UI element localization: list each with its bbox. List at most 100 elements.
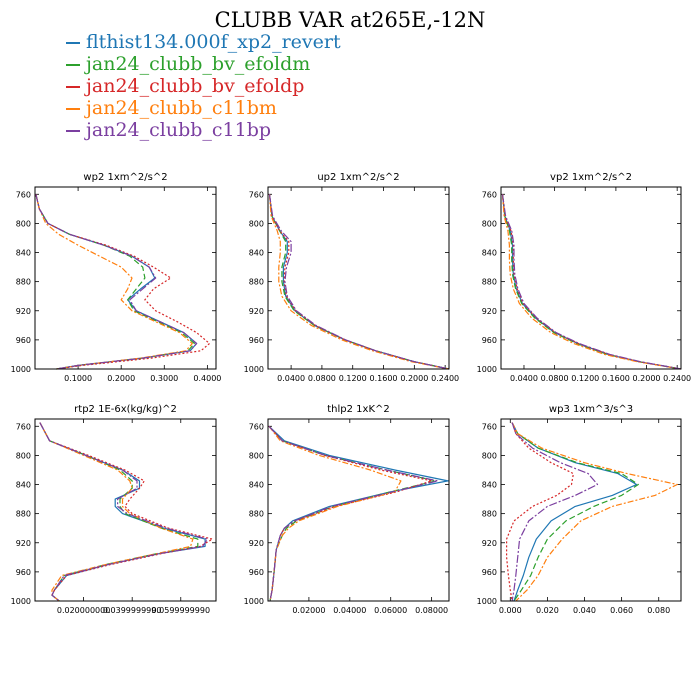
- series-line: [501, 194, 682, 370]
- x-tick-label: 0.06000: [374, 606, 407, 615]
- series-line: [268, 425, 449, 602]
- x-tick-label: 0.020000000: [57, 606, 110, 615]
- series-line: [35, 194, 198, 370]
- legend-item: jan24_clubb_bv_efoldm: [66, 53, 341, 75]
- y-tick-label: 960: [249, 336, 264, 345]
- legend-label: jan24_clubb_bv_efoldm: [86, 53, 311, 75]
- y-tick-label: 1000: [477, 597, 497, 606]
- series-line: [35, 194, 211, 370]
- x-tick-label: 0.4000: [193, 374, 221, 383]
- y-tick-label: 920: [249, 307, 264, 316]
- series-line: [35, 194, 198, 370]
- y-tick-label: 840: [16, 481, 31, 490]
- y-tick-label: 840: [16, 249, 31, 258]
- y-tick-label: 880: [16, 278, 31, 287]
- y-tick-label: 760: [249, 190, 264, 199]
- y-tick-label: 800: [16, 219, 31, 228]
- series-line: [268, 194, 450, 370]
- y-tick-label: 960: [482, 568, 497, 577]
- y-tick-label: 800: [482, 451, 497, 460]
- series-line: [506, 422, 575, 602]
- x-tick-label: 0.08000: [415, 606, 448, 615]
- x-tick-label: 0.040: [573, 606, 596, 615]
- series-line: [511, 422, 639, 602]
- series-line: [268, 194, 450, 370]
- series-line: [511, 422, 599, 602]
- legend-line-icon: [66, 108, 80, 110]
- x-tick-label: 0.2400: [663, 374, 691, 383]
- y-tick-label: 880: [249, 278, 264, 287]
- x-tick-label: 0.2000: [633, 374, 661, 383]
- y-tick-label: 880: [16, 510, 31, 519]
- series-line: [35, 194, 196, 370]
- legend-item: jan24_clubb_c11bm: [66, 97, 341, 119]
- series-line: [501, 194, 682, 370]
- series-line: [39, 422, 213, 602]
- y-tick-label: 760: [482, 190, 497, 199]
- legend-line-icon: [66, 42, 80, 44]
- figure-title: CLUBB VAR at265E,-12N: [214, 8, 486, 32]
- y-tick-label: 960: [16, 568, 31, 577]
- series-line: [268, 194, 450, 370]
- series-line: [39, 422, 199, 602]
- series-line: [501, 194, 682, 370]
- x-tick-label: 0.1200: [339, 374, 367, 383]
- y-tick-label: 960: [482, 336, 497, 345]
- plot-frame: [267, 418, 450, 602]
- series-line: [268, 425, 402, 602]
- y-tick-label: 760: [482, 422, 497, 431]
- plot-frame: [267, 186, 450, 370]
- series-line: [39, 422, 206, 602]
- y-tick-label: 800: [249, 219, 264, 228]
- series-line: [268, 425, 437, 602]
- y-tick-label: 760: [16, 422, 31, 431]
- legend-label: jan24_clubb_c11bm: [86, 97, 277, 119]
- y-tick-label: 760: [16, 190, 31, 199]
- x-tick-label: 0.1000: [64, 374, 92, 383]
- y-tick-label: 880: [482, 510, 497, 519]
- x-tick-label: 0.020: [536, 606, 559, 615]
- y-tick-label: 880: [249, 510, 264, 519]
- series-line: [511, 422, 638, 602]
- x-tick-label: 0.1600: [602, 374, 630, 383]
- y-tick-label: 760: [249, 422, 264, 431]
- y-tick-label: 960: [16, 336, 31, 345]
- y-tick-label: 1000: [244, 365, 264, 374]
- series-line: [268, 425, 439, 602]
- y-tick-label: 1000: [11, 365, 31, 374]
- series-line: [501, 194, 682, 370]
- x-tick-label: 0.02000: [292, 606, 325, 615]
- series-line: [268, 194, 450, 370]
- legend-item: flthist134.000f_xp2_revert: [66, 31, 341, 53]
- legend-line-icon: [66, 130, 80, 132]
- series-line: [501, 194, 682, 370]
- x-tick-label: 0.0800: [541, 374, 569, 383]
- y-tick-label: 1000: [244, 597, 264, 606]
- legend-item: jan24_clubb_c11bp: [66, 119, 341, 141]
- x-tick-label: 0.2000: [107, 374, 135, 383]
- series-line: [511, 422, 678, 602]
- series-line: [268, 425, 433, 602]
- x-tick-label: 0.0400: [277, 374, 305, 383]
- y-tick-label: 840: [482, 481, 497, 490]
- y-tick-label: 1000: [11, 597, 31, 606]
- x-tick-label: 0.000: [499, 606, 522, 615]
- legend-label: jan24_clubb_bv_efoldp: [86, 75, 305, 97]
- y-tick-label: 840: [249, 481, 264, 490]
- panel-title: thlp2 1xK^2: [327, 404, 390, 415]
- panel-title: up2 1xm^2/s^2: [317, 172, 399, 183]
- y-tick-label: 800: [249, 451, 264, 460]
- panel-title: rtp2 1E-6x(kg/kg)^2: [74, 404, 177, 415]
- y-tick-label: 920: [16, 539, 31, 548]
- plot-frame: [500, 418, 682, 602]
- x-tick-label: 0.04000: [333, 606, 366, 615]
- legend: flthist134.000f_xp2_revert jan24_clubb_b…: [66, 31, 341, 141]
- legend-line-icon: [66, 64, 80, 66]
- y-tick-label: 960: [249, 568, 264, 577]
- y-tick-label: 920: [249, 539, 264, 548]
- x-tick-label: 0.0599999990: [152, 606, 211, 615]
- series-line: [39, 422, 209, 602]
- y-tick-label: 920: [482, 307, 497, 316]
- x-tick-label: 0.080: [647, 606, 670, 615]
- x-tick-label: 0.2000: [400, 374, 428, 383]
